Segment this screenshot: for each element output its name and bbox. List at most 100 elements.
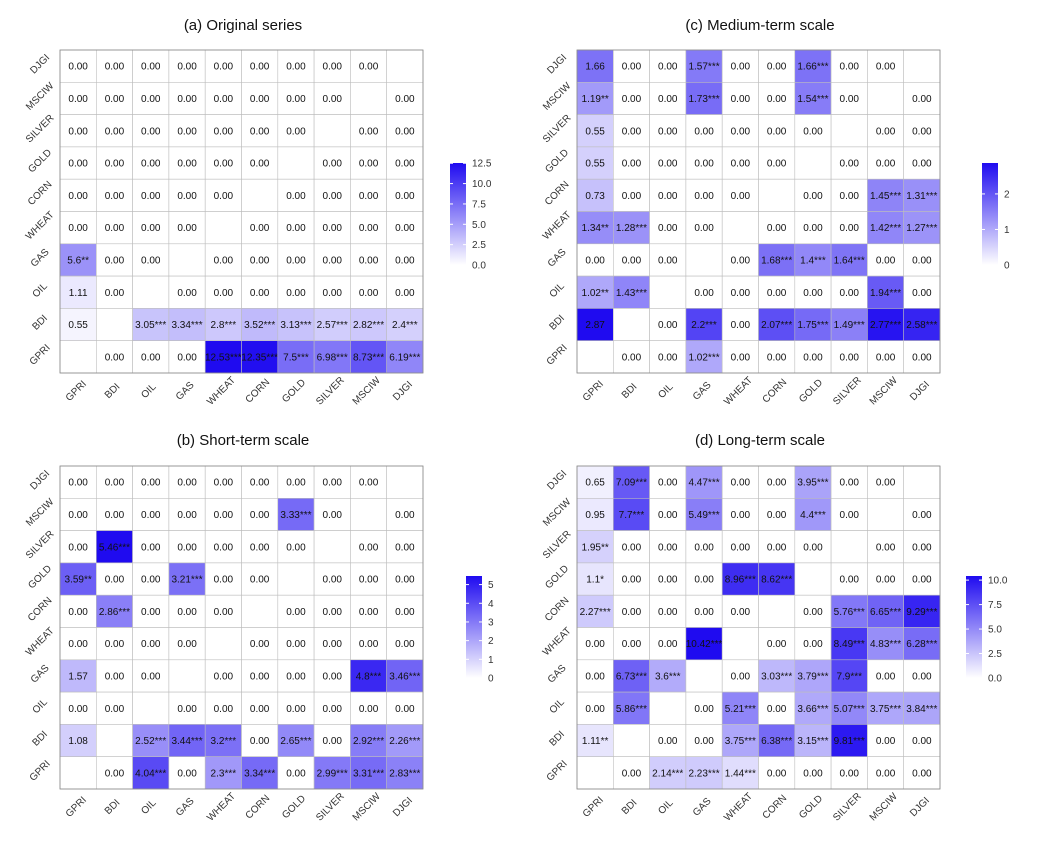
cell-label: 0.00 (286, 288, 306, 299)
heatmap-cell (794, 82, 832, 115)
heatmap-cell (96, 530, 133, 564)
cell-label: 0.00 (286, 126, 306, 137)
cell-label: 0.00 (694, 542, 714, 553)
cell-label: 2.52*** (135, 736, 166, 747)
cell-label: 1.27*** (906, 223, 937, 234)
y-tick-label: BDI (30, 313, 50, 333)
heatmap-cell (721, 178, 759, 212)
cell-label: 0.00 (68, 62, 88, 73)
heatmap-cell (277, 82, 315, 115)
heatmap-cell (794, 594, 832, 628)
heatmap-cell (350, 82, 387, 115)
x-tick-label: CORN (761, 793, 790, 822)
y-tick-label: OIL (548, 697, 567, 716)
heatmap-cell (576, 756, 614, 790)
cell-label: 0.00 (250, 671, 270, 682)
cell-label: 0.00 (803, 288, 823, 299)
cell-label: 1.54*** (797, 94, 828, 105)
heatmap-cell (350, 691, 387, 725)
heatmap-cell (685, 211, 723, 245)
cell-label: 0.00 (105, 510, 125, 521)
cell-label: 0.00 (694, 704, 714, 715)
cell-label: 0.00 (622, 575, 642, 586)
cell-label: 0.00 (622, 639, 642, 650)
cell-label: 0.00 (840, 62, 860, 73)
cell-label: 0.00 (250, 223, 270, 234)
heatmap-cell (830, 82, 868, 115)
y-tick-label: GOLD (26, 147, 54, 175)
heatmap-cell (241, 691, 279, 725)
heatmap-cell (758, 82, 796, 115)
cell-label: 0.00 (323, 223, 343, 234)
heatmap-cell (168, 114, 206, 148)
heatmap-cell (132, 756, 170, 790)
y-tick-label: MSCIW (541, 80, 574, 113)
heatmap-cell (649, 659, 687, 693)
y-tick-label: GPRI (545, 759, 570, 784)
heatmap-cell (59, 275, 97, 309)
x-tick-label: CORN (761, 377, 790, 406)
heatmap-cell (758, 308, 796, 341)
heatmap-cell (794, 562, 832, 596)
cell-label: 0.00 (622, 255, 642, 266)
cell-label: 0.00 (359, 639, 379, 650)
heatmap-cell (649, 627, 687, 661)
heatmap-cell (96, 340, 133, 374)
heatmap-cell (96, 627, 133, 661)
colorbar-tick-label: 0.0 (472, 261, 486, 272)
y-tick-label: DJGI (545, 468, 569, 492)
cell-label: 0.00 (68, 542, 88, 553)
cell-label: 0.00 (876, 768, 896, 779)
cell-label: 9.29*** (906, 607, 937, 618)
colorbar-tick-label: 1 (488, 655, 494, 666)
heatmap-cell (685, 82, 723, 115)
cell-label: 0.00 (177, 768, 197, 779)
cell-label: 0.00 (803, 607, 823, 618)
cell-label: 0.00 (250, 575, 270, 586)
x-tick-label: WHEAT (205, 375, 238, 408)
heatmap-cell (649, 465, 687, 499)
cell-label: 1.08 (68, 736, 88, 747)
cell-label: 0.00 (105, 94, 125, 105)
heatmap-cell (386, 562, 424, 596)
heatmap-cell (386, 465, 424, 499)
heatmap-cell (96, 114, 133, 148)
y-tick-label: DJGI (28, 52, 52, 76)
y-tick-label: OIL (31, 697, 50, 716)
colorbar-tick-label: 7.5 (988, 600, 1002, 611)
cell-label: 1.75*** (797, 320, 828, 331)
cell-label: 0.00 (250, 478, 270, 489)
cell-label: 1.02** (582, 288, 609, 299)
cell-label: 0.00 (323, 62, 343, 73)
heatmap-cell (204, 114, 242, 148)
heatmap-cell (867, 82, 905, 115)
cell-label: 0.00 (250, 704, 270, 715)
heatmap-cell (685, 594, 723, 628)
heatmap-cell (721, 211, 759, 245)
cell-label: 4.8*** (356, 671, 382, 682)
cell-label: 0.00 (840, 159, 860, 170)
heatmap-cell (386, 530, 424, 564)
y-tick-label: WHEAT (541, 209, 574, 242)
x-tick-label: DJGI (391, 379, 415, 403)
heatmap-cell (386, 178, 424, 212)
cell-label: 0.00 (876, 575, 896, 586)
heatmap-cell (867, 146, 905, 180)
cell-label: 0.00 (658, 126, 678, 137)
cell-label: 0.00 (214, 478, 234, 489)
heatmap-cell (168, 178, 206, 212)
y-tick-label: WHEAT (541, 625, 574, 658)
cell-label: 0.00 (105, 255, 125, 266)
heatmap-cell (313, 562, 351, 596)
heatmap-cell (830, 691, 868, 725)
x-tick-label: GPRI (581, 795, 606, 820)
x-tick-label: DJGI (908, 379, 932, 403)
cell-label: 0.00 (803, 126, 823, 137)
heatmap-cell (830, 756, 868, 790)
cell-label: 0.00 (803, 191, 823, 202)
heatmap-cell (612, 530, 650, 564)
heatmap-cell (277, 530, 315, 564)
heatmap-cell (313, 465, 351, 499)
heatmap-cell (313, 49, 351, 83)
x-tick-label: GAS (691, 796, 714, 819)
